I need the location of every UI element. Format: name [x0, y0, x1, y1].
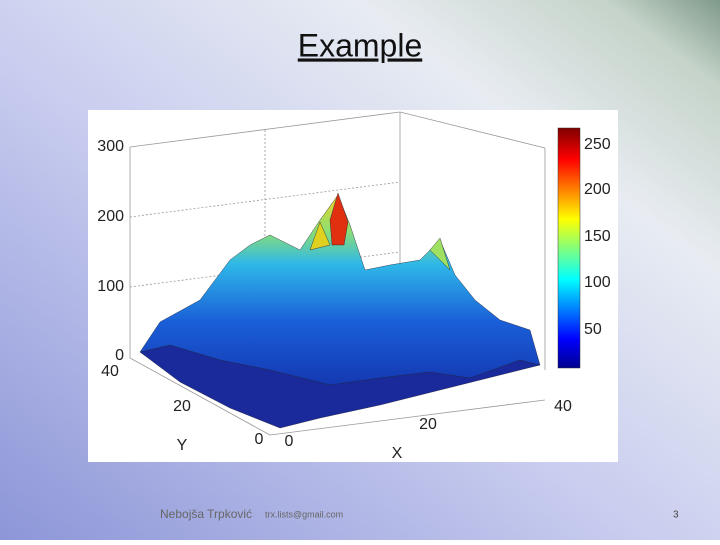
colorbar-tick-label: 100 [584, 274, 611, 291]
colorbar-tick-label: 50 [584, 321, 602, 338]
x-axis-label: X [392, 445, 403, 462]
colorbar-tick-label: 250 [584, 136, 611, 153]
z-tick-label: 300 [97, 138, 124, 155]
x-tick-label: 20 [419, 416, 437, 433]
footer-email: trx.lists@gmail.com [265, 509, 343, 519]
y-tick-label: 20 [173, 398, 191, 415]
slide-title: Example [298, 27, 423, 63]
z-tick-label: 200 [97, 208, 124, 225]
page-number: 3 [673, 510, 679, 521]
colorbar-tick-label: 200 [584, 181, 611, 198]
y-tick-label: 0 [255, 431, 264, 448]
z-tick-label: 100 [97, 278, 124, 295]
x-tick-label: 0 [285, 433, 294, 450]
x-tick-label: 40 [554, 398, 572, 415]
colorbar [557, 127, 581, 369]
colorbar-tick-label: 150 [584, 228, 611, 245]
footer-author: Nebojša Trpković [160, 507, 252, 521]
y-axis-label: Y [177, 437, 188, 454]
surface [139, 192, 541, 429]
z-tick-label: 0 [115, 347, 124, 364]
axes-box [129, 111, 546, 436]
y-tick-label: 40 [101, 363, 119, 380]
